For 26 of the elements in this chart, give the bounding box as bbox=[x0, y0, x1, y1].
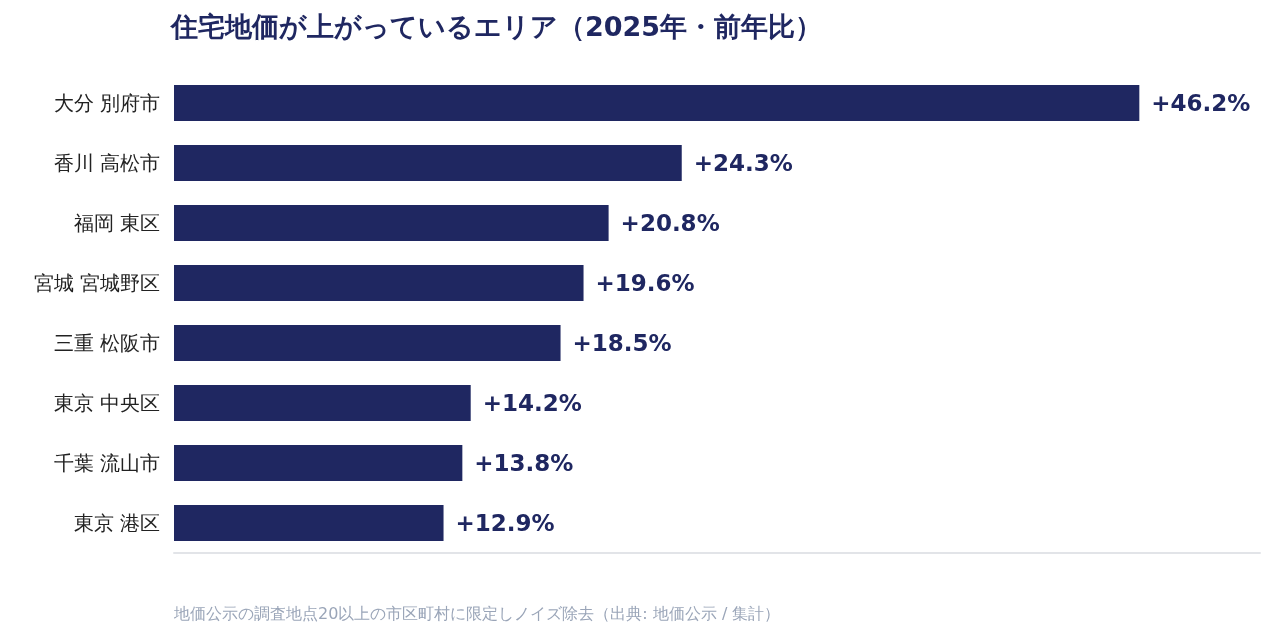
y-tick-label: 福岡 東区 bbox=[73, 211, 160, 235]
y-tick-label: 千葉 流山市 bbox=[53, 451, 160, 475]
bar bbox=[174, 265, 584, 301]
y-tick-label: 東京 中央区 bbox=[53, 391, 160, 415]
y-tick-label: 大分 別府市 bbox=[53, 91, 160, 115]
bar bbox=[174, 85, 1140, 121]
bar bbox=[174, 325, 561, 361]
data-label: +14.2% bbox=[482, 390, 582, 416]
bar bbox=[174, 505, 444, 541]
y-tick-label: 東京 港区 bbox=[73, 511, 160, 535]
bar bbox=[174, 445, 463, 481]
data-label: +18.5% bbox=[572, 330, 672, 356]
data-label: +20.8% bbox=[620, 210, 720, 236]
bar bbox=[174, 145, 682, 181]
chart-title: 住宅地価が上がっているエリア（2025年・前年比） bbox=[170, 11, 823, 42]
data-label: +19.6% bbox=[595, 270, 695, 296]
y-tick-label: 宮城 宮城野区 bbox=[33, 271, 160, 295]
data-label: +13.8% bbox=[474, 450, 574, 476]
data-label: +24.3% bbox=[693, 150, 793, 176]
text: 地価公示の調査地点20以上の市区町村に限定しノイズ除去（出典: 地価公示 / 集計） bbox=[173, 603, 781, 623]
bar bbox=[174, 385, 471, 421]
y-tick-label: 香川 高松市 bbox=[53, 151, 160, 175]
bar bbox=[174, 205, 609, 241]
data-label: +12.9% bbox=[455, 510, 555, 536]
y-tick-label: 三重 松阪市 bbox=[53, 331, 160, 355]
data-label: +46.2% bbox=[1151, 90, 1251, 116]
